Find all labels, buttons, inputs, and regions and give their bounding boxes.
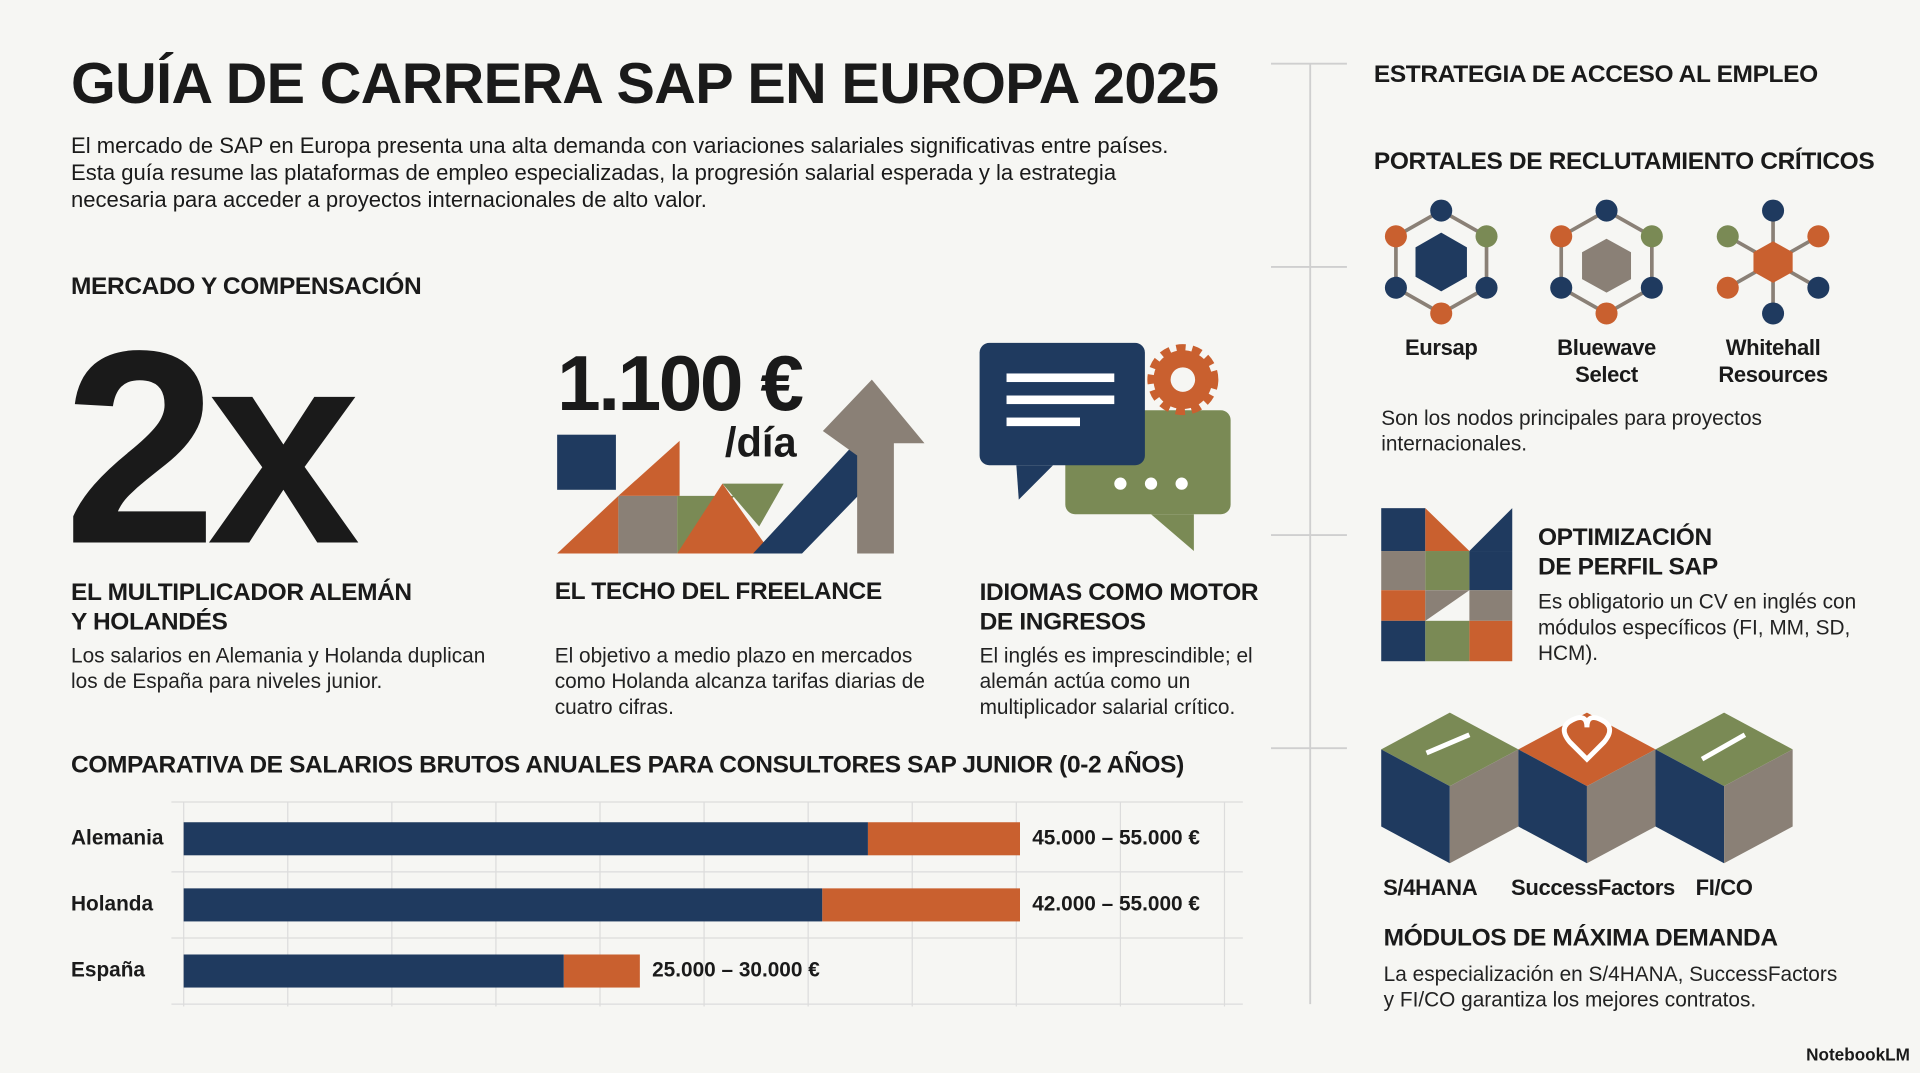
intro: El mercado de SAP en Europa presenta una…: [71, 133, 1169, 212]
portals-heading: PORTALES DE RECLUTAMIENTO CRÍTICOS: [1373, 148, 1875, 176]
y-tick-label: España: [71, 959, 145, 982]
portal-name: Bluewave Select: [1557, 335, 1656, 387]
profile-body: Es obligatorio un CV en inglés con módul…: [1537, 590, 1857, 665]
value-label: 45.000 – 55.000 €: [1032, 826, 1200, 849]
chart-title: COMPARATIVA DE SALARIOS BRUTOS ANUALES P…: [71, 751, 1184, 779]
card-body: El objetivo a medio plazo en mercados co…: [554, 644, 925, 719]
bar-range: [822, 888, 1021, 922]
profile-title: OPTIMIZACIÓN DE PERFIL SAP: [1537, 524, 1718, 581]
module-icons: [1381, 712, 1793, 864]
modules-body: La especialización en S/4HANA, SuccessFa…: [1383, 962, 1838, 1012]
card-body: El inglés es imprescindible; el alemán a…: [979, 644, 1253, 719]
y-tick-label: Holanda: [71, 892, 153, 915]
brand: NotebookLM: [1806, 1044, 1910, 1065]
salary-chart: Alemania 45.000 – 55.000 € Holanda 42.000 –…: [71, 801, 1243, 1007]
section-heading: MERCADO Y COMPENSACIÓN: [71, 273, 422, 301]
module-name: SuccessFactors: [1511, 875, 1675, 901]
language-icon: [979, 342, 1231, 552]
card-body: Los salarios en Alemania y Holanda dupli…: [71, 644, 486, 694]
bar: [183, 822, 868, 856]
modules-title: MÓDULOS DE MÁXIMA DEMANDA: [1383, 924, 1778, 952]
portal-icons: [1384, 199, 1830, 325]
bar-range: [563, 954, 640, 988]
module-name: FI/CO: [1695, 875, 1753, 901]
portals-note: Son los nodos principales para proyectos…: [1381, 406, 1762, 456]
strategy-heading: ESTRATEGIA DE ACCESO AL EMPLEO: [1373, 61, 1818, 89]
portal-name: Whitehall Resources: [1718, 335, 1828, 387]
rate-figure: 1.100 €: [557, 339, 804, 428]
bar-range: [867, 822, 1021, 856]
title: GUÍA DE CARRERA SAP EN EUROPA 2025: [71, 50, 1219, 116]
portal-name: Eursap: [1404, 335, 1478, 361]
bar: [183, 888, 823, 922]
divider: [1271, 62, 1347, 1005]
value-label: 42.000 – 55.000 €: [1032, 892, 1200, 915]
rate-unit: /día: [724, 420, 797, 467]
module-name: S/4HANA: [1383, 875, 1478, 901]
profile-icon: [1381, 508, 1513, 662]
card-title: EL TECHO DEL FREELANCE: [554, 577, 882, 605]
y-tick-label: Alemania: [71, 826, 164, 849]
card-title: IDIOMAS COMO MOTOR DE INGRESOS: [979, 579, 1259, 636]
bar: [183, 954, 564, 988]
value-label: 25.000 – 30.000 €: [652, 959, 820, 982]
big-figure: 2x: [63, 292, 361, 602]
card-title: EL MULTIPLICADOR ALEMÁN Y HOLANDÉS: [71, 579, 412, 636]
